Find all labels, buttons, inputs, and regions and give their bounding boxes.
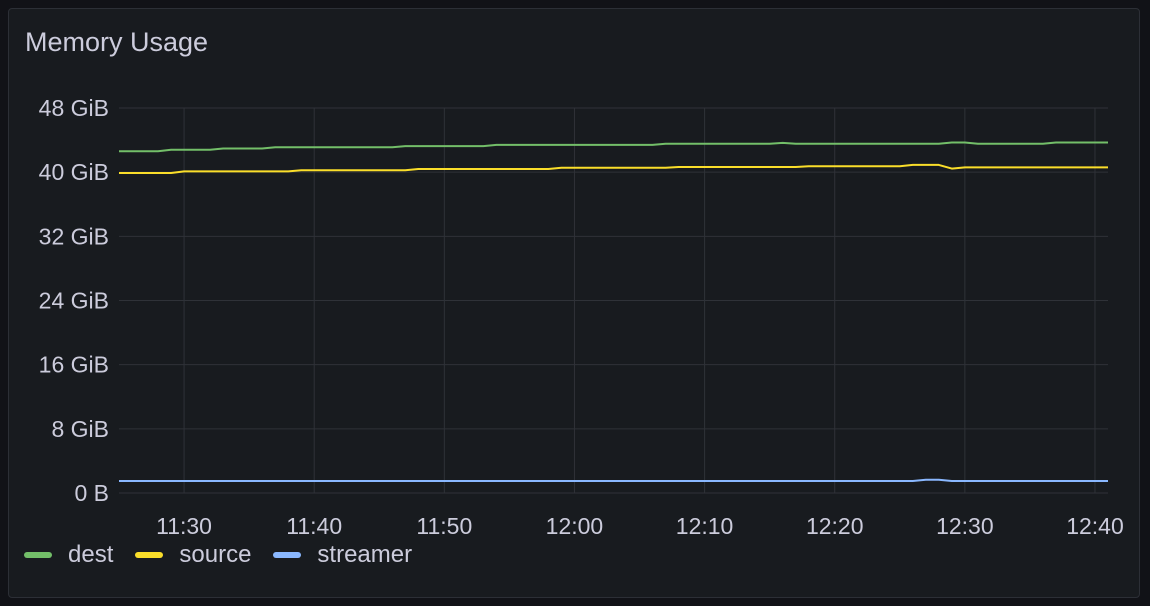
- x-tick-label: 11:30: [156, 513, 212, 539]
- legend-item-source[interactable]: source: [135, 541, 251, 569]
- series-line-source[interactable]: [119, 163, 1108, 174]
- y-axis: 0 B 8 GiB 16 GiB 24 GiB 32 GiB 40 GiB 48 GiB: [39, 95, 109, 506]
- y-tick-label: 40 GiB: [39, 159, 109, 185]
- legend-item-dest[interactable]: dest: [24, 541, 113, 569]
- chart-legend: dest source streamer: [24, 541, 412, 569]
- chart-grid: [119, 107, 1108, 494]
- series-lines: [119, 141, 1108, 482]
- x-tick-label: 12:30: [936, 513, 994, 539]
- y-tick-label: 24 GiB: [39, 288, 109, 314]
- legend-label: source: [179, 541, 252, 568]
- y-tick-label: 8 GiB: [51, 416, 109, 442]
- y-tick-label: 0 B: [74, 480, 109, 506]
- x-tick-label: 12:10: [676, 513, 734, 539]
- y-tick-label: 48 GiB: [39, 95, 109, 121]
- legend-label: dest: [68, 541, 114, 568]
- series-line-dest[interactable]: [119, 141, 1108, 153]
- series-line-streamer[interactable]: [119, 478, 1108, 482]
- legend-swatch: [24, 552, 52, 558]
- x-tick-label: 11:40: [286, 513, 342, 539]
- y-tick-label: 16 GiB: [39, 352, 109, 378]
- x-tick-label: 12:00: [546, 513, 604, 539]
- legend-item-streamer[interactable]: streamer: [273, 541, 412, 569]
- x-tick-label: 12:20: [806, 513, 864, 539]
- y-tick-label: 32 GiB: [39, 223, 109, 249]
- x-axis: 11:30 11:40 11:50 12:00 12:10 12:20 12:30 12:40: [156, 513, 1124, 539]
- legend-swatch: [135, 552, 164, 558]
- x-tick-label: 11:50: [416, 513, 472, 539]
- legend-label: streamer: [317, 541, 413, 568]
- x-tick-label: 12:40: [1066, 513, 1124, 539]
- panel-title[interactable]: Memory Usage: [25, 27, 209, 57]
- legend-swatch: [273, 552, 302, 558]
